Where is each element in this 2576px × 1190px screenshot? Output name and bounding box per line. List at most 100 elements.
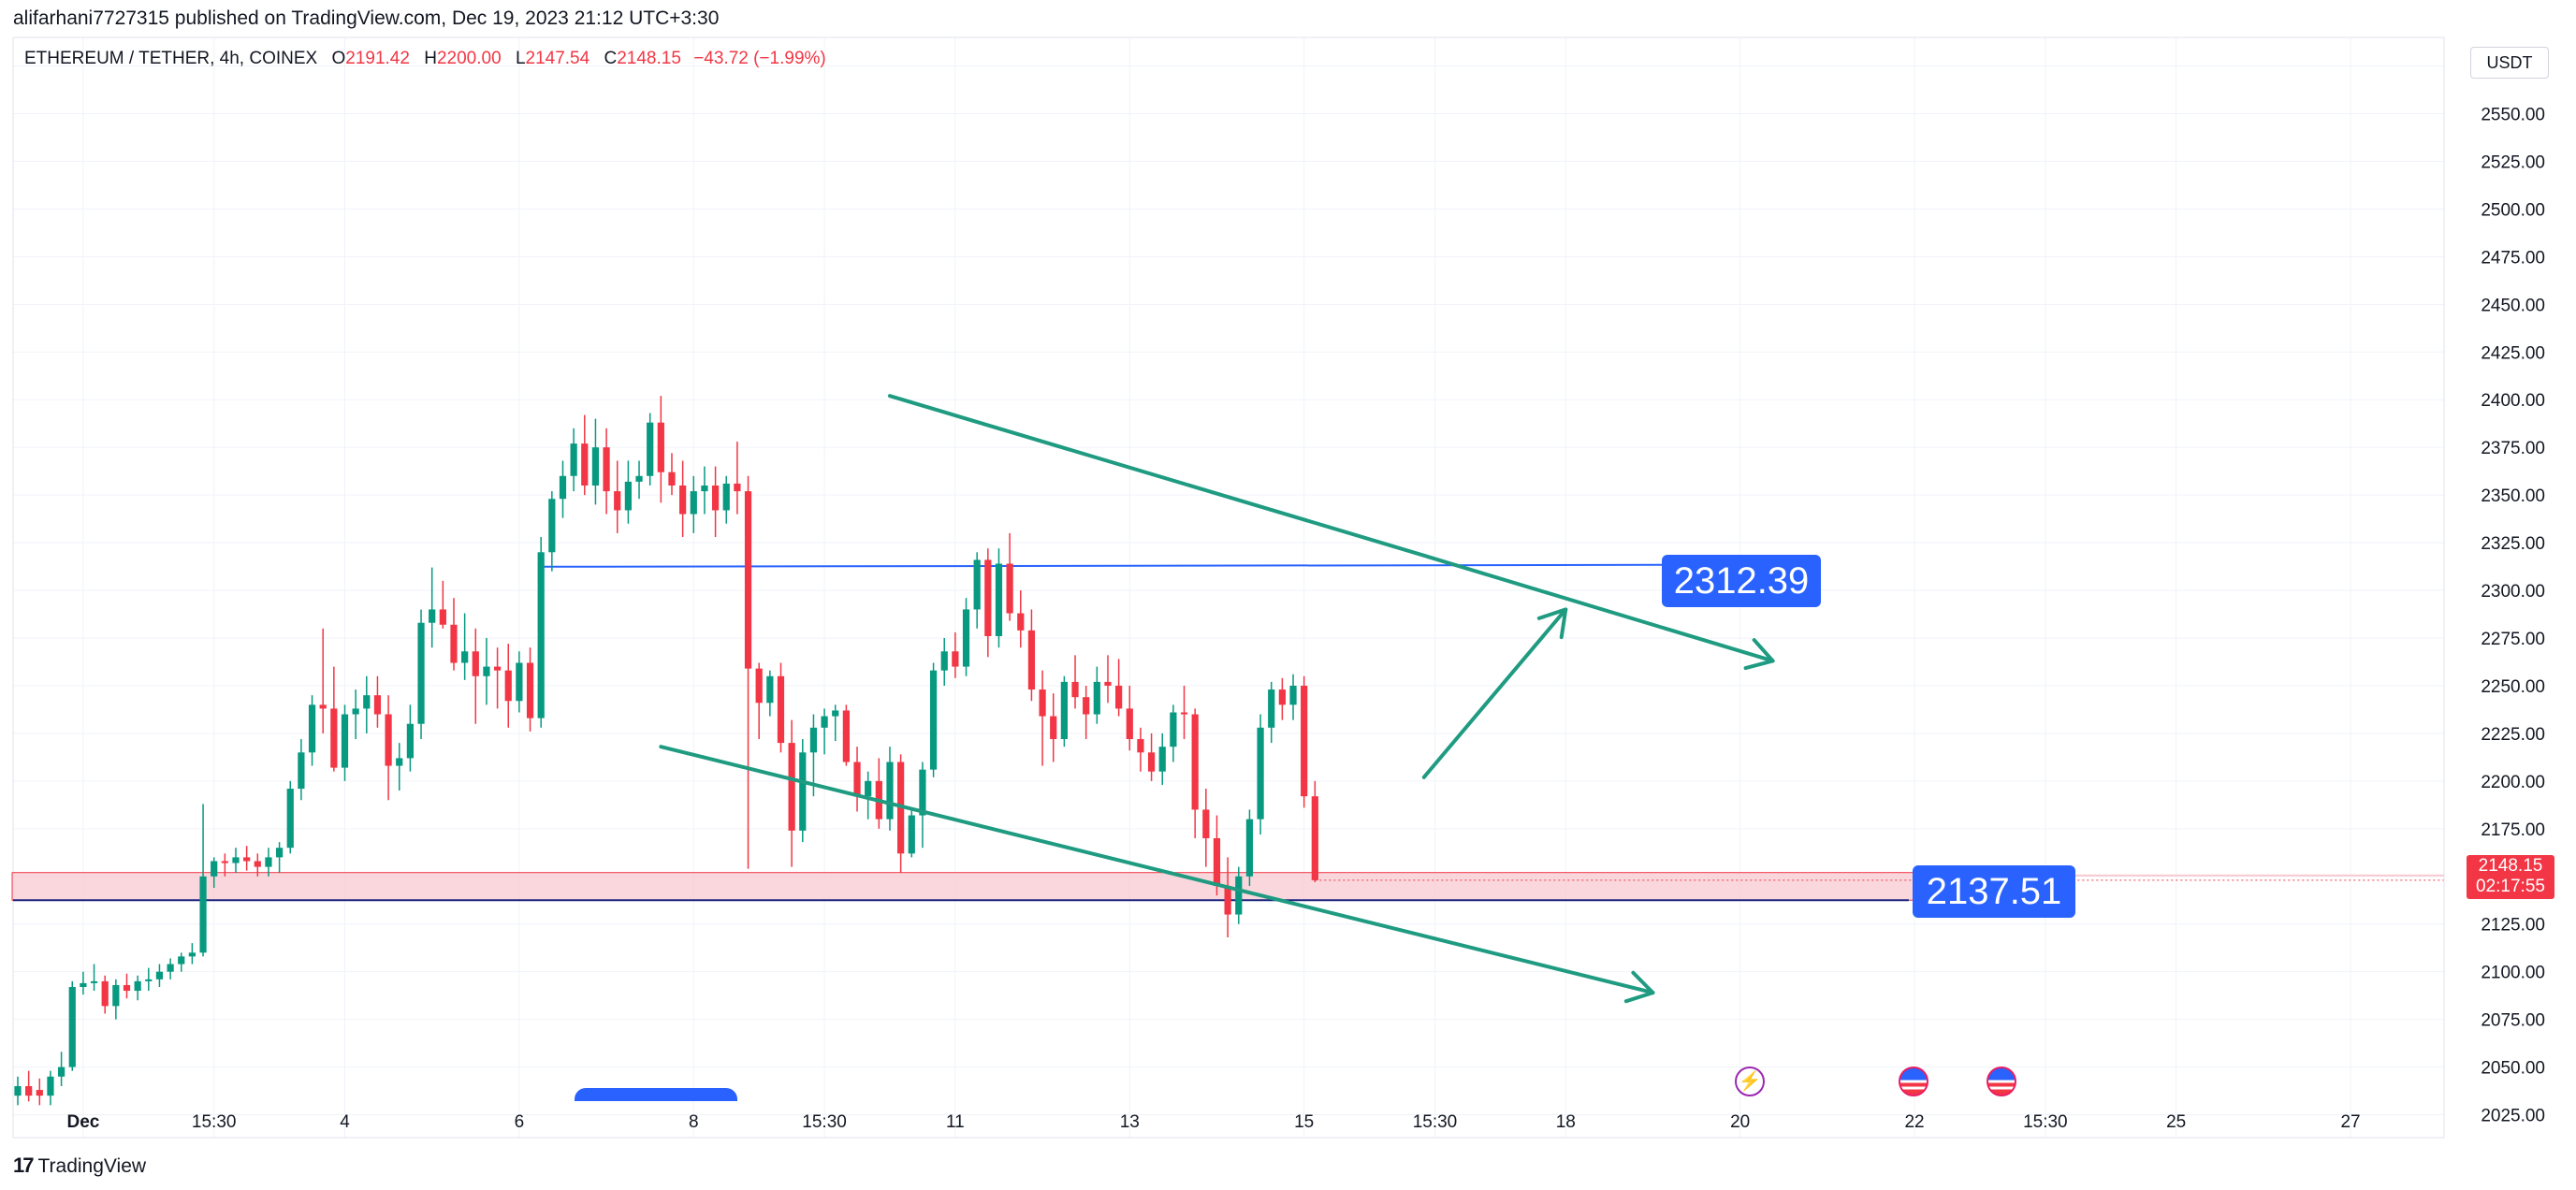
y-tick-label: 2550.00 (2481, 106, 2545, 125)
candle-body (973, 559, 981, 610)
lower-level-callout[interactable]: 2137.51 (1913, 865, 2075, 918)
candle-body (647, 422, 654, 476)
candle-body (188, 952, 196, 957)
candle-body (298, 752, 305, 790)
x-tick-label: 11 (946, 1112, 965, 1132)
candle-body (1060, 681, 1068, 740)
candle-body (832, 710, 839, 717)
candle-body (1245, 819, 1254, 877)
candle-body (483, 666, 490, 676)
high-value: 2200.00 (436, 49, 502, 68)
price-axis[interactable]: 2025.002050.002075.002100.002125.002150.… (2443, 37, 2545, 1138)
candle-body (744, 491, 752, 669)
upper-level-callout[interactable]: 2312.39 (1662, 555, 1821, 607)
y-tick-label: 2475.00 (2481, 248, 2545, 268)
arrow-head (1743, 638, 1775, 671)
candle-body (548, 499, 556, 553)
candle-body (734, 483, 741, 492)
y-tick-label: 2125.00 (2481, 916, 2545, 936)
candle-body (1202, 809, 1210, 839)
currency-button[interactable]: USDT (2470, 47, 2549, 79)
x-tick-label: 13 (1120, 1112, 1140, 1132)
candle-body (80, 982, 87, 987)
candle-body (1235, 876, 1243, 915)
channel-trendline[interactable] (659, 745, 1655, 995)
low-value: 2147.54 (525, 49, 590, 68)
y-tick-label: 2175.00 (2481, 820, 2545, 840)
candle-body (14, 1085, 22, 1096)
support-zone[interactable] (11, 872, 2444, 901)
symbol-legend: ETHEREUM / TETHER, 4h, COINEX O2191.42 H… (24, 49, 826, 69)
candle-body (581, 443, 589, 486)
y-tick-label: 2325.00 (2481, 534, 2545, 554)
candle-body (516, 662, 523, 702)
candle-body (504, 670, 512, 702)
tradingview-logo: 17 TradingView (13, 1154, 146, 1178)
last-price-value: 2148.15 (2478, 856, 2543, 876)
x-tick-label: 15:30 (2023, 1112, 2068, 1132)
candle-body (286, 789, 294, 849)
candle-body (929, 670, 938, 770)
resistance-line[interactable] (541, 563, 1663, 568)
publish-line: alifarhani7727315 published on TradingVi… (13, 7, 720, 29)
y-tick-label: 2500.00 (2481, 200, 2545, 220)
candle-body (1257, 727, 1264, 820)
candle-body (363, 695, 371, 709)
candle-body (995, 563, 1003, 636)
candle-body (461, 651, 469, 663)
arrow-line[interactable] (1421, 607, 1568, 779)
y-tick-label: 2375.00 (2481, 439, 2545, 458)
x-tick-label: 22 (1904, 1112, 1924, 1132)
candle-body (1126, 708, 1133, 740)
candle-body (178, 956, 185, 965)
us-flag-icon[interactable] (1987, 1067, 2016, 1096)
candle-body (199, 876, 207, 953)
last-price-tag: 2148.15 02:17:55 (2467, 855, 2554, 899)
candle-body (1006, 563, 1013, 614)
y-tick-label: 2225.00 (2481, 725, 2545, 745)
candle-body (614, 491, 621, 511)
y-tick-label: 2450.00 (2481, 296, 2545, 315)
candle-body (1180, 712, 1188, 715)
trend-drawings[interactable] (659, 394, 1775, 1004)
candle-body (155, 971, 164, 980)
time-axis[interactable]: Dec 15:30 4 6 8 15:30 11 13 15 15:30 18 20 22 15:30 25… (13, 1112, 2444, 1139)
candle-body (1158, 747, 1166, 772)
chart-frame (12, 36, 2445, 1139)
y-tick-label: 2425.00 (2481, 343, 2545, 363)
x-tick-label: Dec (66, 1112, 99, 1132)
candle-body (952, 651, 959, 667)
arrow-head (1623, 970, 1655, 1004)
candle-body (690, 491, 697, 515)
candle-body (908, 815, 915, 854)
y-tick-label: 2300.00 (2481, 582, 2545, 602)
candle-body (777, 675, 785, 744)
candle-body (450, 624, 458, 663)
scroll-to-realtime-button[interactable] (575, 1088, 737, 1101)
candle-body (788, 743, 795, 831)
candle-body (243, 857, 251, 862)
x-tick-label: 20 (1730, 1112, 1750, 1132)
low-label: L (515, 49, 526, 68)
candle-body (1093, 681, 1100, 715)
symbol-title[interactable]: ETHEREUM / TETHER, 4h, COINEX (24, 49, 318, 68)
candle-body (439, 609, 446, 625)
support-zone-rect[interactable] (11, 872, 2008, 901)
candle-body (429, 609, 436, 623)
lightning-icon[interactable]: ⚡ (1735, 1067, 1765, 1096)
candle-body (624, 481, 632, 511)
x-tick-label: 18 (1556, 1112, 1576, 1132)
candle-body (668, 472, 676, 486)
us-flag-icon[interactable] (1899, 1067, 1928, 1096)
candle-body (406, 723, 415, 759)
channel-trendline[interactable] (887, 394, 1775, 663)
x-tick-label: 27 (2340, 1112, 2360, 1132)
x-tick-label: 4 (340, 1112, 350, 1132)
close-value: 2148.15 (617, 49, 681, 68)
price-levels[interactable] (13, 563, 2444, 902)
candle-body (373, 695, 382, 715)
chart-grid (13, 37, 2444, 1138)
candle-body (821, 716, 828, 728)
candle-body (1224, 885, 1231, 915)
